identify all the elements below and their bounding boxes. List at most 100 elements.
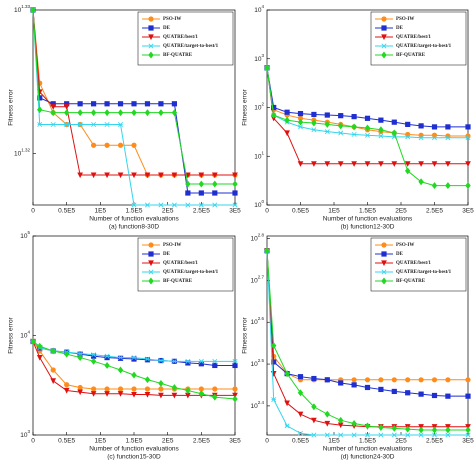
marker (212, 180, 218, 188)
marker (104, 172, 110, 179)
x-tick-label: 1E5 (328, 438, 340, 445)
legend-label: QUATRE/best/1 (163, 261, 198, 266)
marker (185, 190, 191, 196)
marker (104, 362, 110, 369)
marker (432, 432, 437, 438)
x-tick-label: 1E5 (95, 438, 107, 445)
marker (198, 172, 205, 179)
legend-label: BF-QUATRE (163, 279, 193, 284)
marker (405, 390, 411, 396)
marker (91, 142, 97, 148)
series-line (266, 250, 468, 397)
legend-marker (381, 260, 387, 267)
marker (104, 354, 110, 361)
marker (36, 354, 43, 361)
y-tick-base: 10 (20, 332, 28, 339)
marker (351, 420, 357, 427)
y-tick-exponent: 2.4 (258, 400, 265, 405)
marker (63, 387, 70, 394)
legend-label: QUATRE/best/1 (396, 35, 431, 40)
marker (337, 416, 344, 424)
marker (465, 426, 471, 434)
marker (158, 379, 164, 387)
marker (391, 161, 398, 167)
legend-label: DE (163, 26, 171, 31)
marker (77, 389, 83, 396)
marker (131, 391, 137, 398)
marker (198, 190, 204, 196)
marker (431, 161, 438, 167)
marker (185, 358, 191, 364)
legend-marker (148, 34, 154, 41)
series-group (264, 247, 471, 438)
legend-marker (381, 242, 387, 248)
y-tick-exponent: 2.8 (258, 233, 265, 238)
legend-marker (381, 16, 387, 22)
series-line (32, 9, 235, 185)
marker (232, 202, 238, 208)
y-tick-label: 102.6 (251, 316, 265, 326)
legend-label: QUATRE/target-to-best/1 (396, 44, 452, 49)
legend-marker (381, 51, 387, 59)
marker (117, 109, 124, 117)
marker (445, 432, 451, 438)
x-tick-label: 3E5 (229, 208, 241, 215)
y-tick-label: 104 (20, 330, 30, 340)
marker (131, 172, 137, 179)
series-line (32, 341, 235, 390)
x-tick-label: 2E5 (395, 208, 407, 215)
marker (364, 115, 371, 121)
marker (311, 375, 317, 382)
x-tick-label: 2E5 (162, 208, 174, 215)
y-tick-label: 102.5 (251, 358, 265, 368)
marker (90, 357, 97, 365)
marker (445, 135, 451, 141)
marker (465, 377, 471, 383)
marker (297, 110, 304, 117)
legend-label: QUATRE/best/1 (163, 35, 198, 40)
marker (90, 172, 97, 179)
x-tick-label: 0.5E5 (58, 208, 75, 215)
marker (445, 182, 451, 190)
marker (77, 101, 83, 107)
marker (391, 388, 397, 395)
marker (144, 109, 151, 117)
marker (264, 64, 270, 72)
legend-label: PSO-IW (163, 243, 181, 248)
legend-marker (381, 34, 387, 41)
marker (431, 377, 438, 383)
marker (131, 356, 137, 362)
x-axis-label: Number of function evaluations (323, 446, 413, 453)
marker (378, 377, 384, 383)
y-tick-base: 10 (254, 202, 262, 209)
legend-marker (148, 16, 154, 22)
y-tick-exponent: 5 (27, 230, 30, 235)
legend-label: DE (396, 26, 404, 31)
marker (232, 172, 238, 179)
marker (338, 432, 344, 438)
legend-marker (148, 25, 154, 31)
marker (171, 109, 178, 117)
marker (117, 366, 124, 374)
x-tick-label: 2.5E5 (193, 438, 210, 445)
marker (365, 432, 370, 438)
marker (232, 386, 238, 392)
x-tick-label: 2.5E5 (426, 208, 443, 215)
marker (117, 101, 124, 107)
marker (418, 377, 424, 383)
marker (465, 432, 471, 438)
y-tick-label: 102.4 (251, 400, 265, 410)
marker (264, 247, 270, 255)
marker (158, 202, 164, 208)
marker (270, 342, 277, 350)
y-axis-label: Fitness error (8, 88, 15, 125)
marker (337, 122, 344, 130)
x-tick-label: 1.5E5 (359, 438, 376, 445)
marker (271, 397, 277, 403)
marker (284, 130, 290, 137)
x-tick-label: 0.5E5 (58, 438, 75, 445)
marker (104, 101, 110, 107)
x-axis-label: Number of function evaluations (89, 216, 179, 223)
legend-label: QUATRE/target-to-best/1 (163, 270, 219, 275)
marker (391, 377, 397, 383)
